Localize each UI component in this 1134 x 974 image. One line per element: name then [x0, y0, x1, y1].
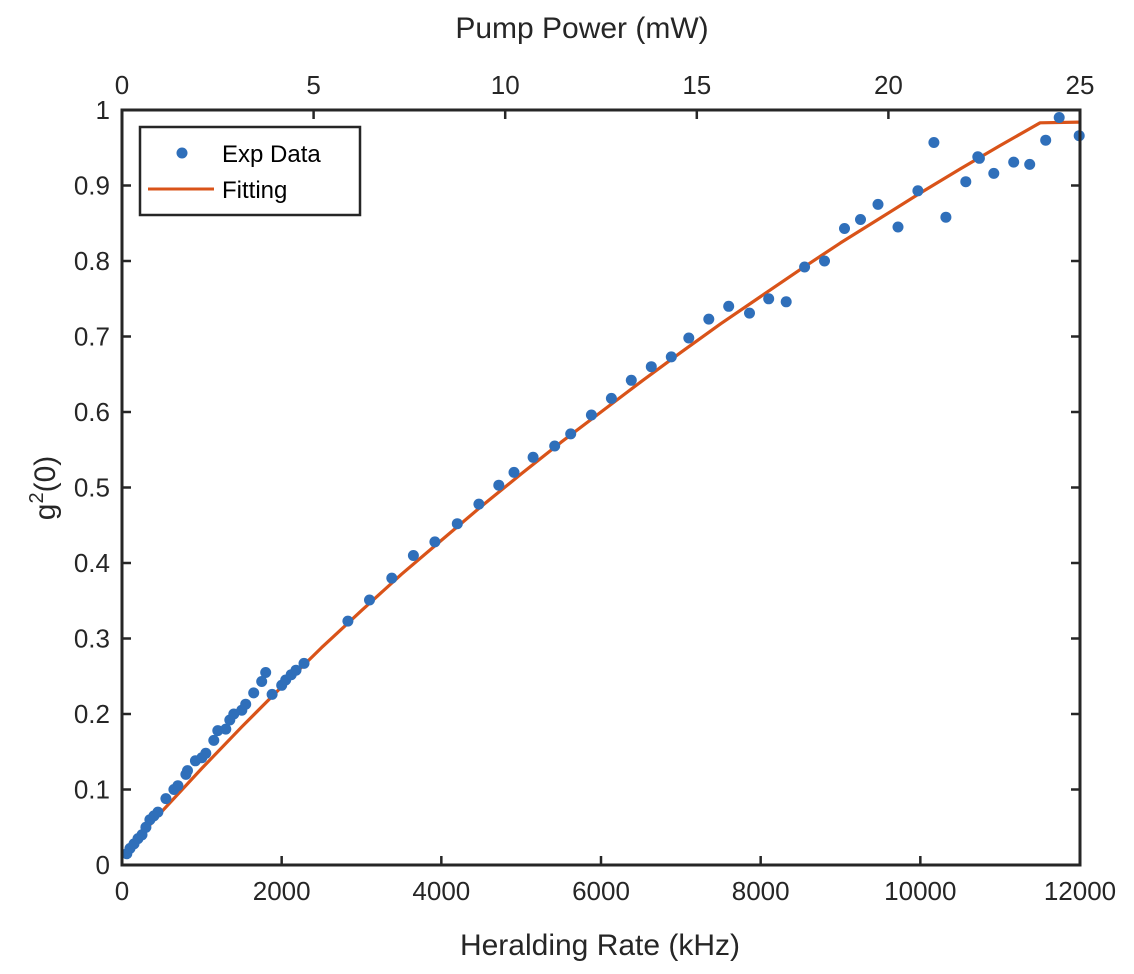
data-point	[819, 255, 830, 267]
y-tick-label: 0.8	[74, 246, 110, 276]
data-point	[780, 296, 792, 308]
legend-marker-exp-data	[176, 147, 188, 159]
data-point	[872, 198, 884, 210]
data-point	[342, 615, 354, 627]
top-tick-label: 0	[115, 70, 129, 100]
data-point	[256, 676, 268, 687]
y-tick-label: 0.2	[74, 699, 110, 729]
data-point	[1040, 134, 1052, 146]
y-tick-label: 0.3	[74, 624, 110, 654]
data-point	[1008, 156, 1020, 168]
x-tick-label: 12000	[1044, 876, 1116, 906]
legend-label-exp-data: Exp Data	[222, 141, 321, 168]
y-tick-label: 0.4	[74, 548, 110, 578]
data-point	[645, 361, 657, 373]
top-axis-title: Pump Power (mW)	[455, 12, 708, 45]
data-point	[364, 594, 375, 606]
data-point	[208, 734, 220, 746]
data-point	[220, 723, 232, 735]
data-point	[892, 221, 904, 233]
top-tick-label: 25	[1066, 70, 1095, 100]
data-point	[152, 806, 164, 818]
data-point	[605, 392, 617, 404]
data-point	[960, 176, 972, 188]
data-point	[527, 451, 539, 463]
top-tick-label: 20	[874, 70, 903, 100]
data-point	[855, 214, 866, 225]
x-tick-label: 0	[115, 876, 129, 906]
data-point	[1053, 112, 1065, 123]
data-point	[912, 185, 924, 197]
data-point	[493, 479, 505, 491]
data-point	[799, 261, 811, 273]
x-tick-label: 8000	[732, 876, 790, 906]
y-tick-label: 0.9	[74, 171, 110, 201]
data-point	[940, 211, 952, 223]
data-point	[585, 409, 597, 421]
data-point	[160, 793, 172, 805]
data-point	[240, 698, 252, 710]
data-point	[290, 664, 302, 676]
data-point	[928, 137, 940, 148]
data-point	[565, 428, 577, 440]
plot-area: 0 2000 4000 6000 8000 10000 12000 0 5 10 15 20 25 0 0.…	[74, 70, 1116, 906]
data-point	[723, 300, 735, 312]
y-tick-label: 0.7	[74, 322, 110, 352]
x-tick-label: 2000	[253, 876, 311, 906]
x-axis-title: Heralding Rate (kHz)	[460, 929, 740, 962]
legend: Exp Data Fitting	[138, 125, 362, 217]
y-tick-label: 0.1	[74, 775, 110, 805]
data-point	[683, 332, 695, 344]
data-point	[182, 765, 193, 777]
data-point	[763, 293, 775, 305]
data-point	[386, 572, 398, 584]
data-point	[508, 466, 520, 478]
data-point	[407, 550, 419, 561]
y-tick-label: 0	[96, 850, 110, 880]
data-point	[200, 747, 212, 759]
data-point	[172, 780, 184, 792]
x-tick-label: 10000	[884, 876, 956, 906]
y-axis-title: g2(0)	[26, 456, 62, 520]
y-axis-title-g: g	[29, 504, 62, 521]
data-point	[248, 687, 260, 699]
data-point	[973, 152, 985, 164]
y-tick-label: 0.6	[74, 397, 110, 427]
data-point	[473, 498, 485, 510]
top-tick-label: 15	[682, 70, 711, 100]
y-axis-title-suffix: (0)	[29, 456, 62, 493]
data-point	[429, 536, 441, 548]
data-point	[298, 657, 310, 669]
data-point	[1024, 158, 1036, 170]
legend-label-fitting: Fitting	[222, 177, 287, 204]
legend-box	[138, 125, 362, 217]
data-point	[744, 307, 755, 319]
top-tick-label: 10	[491, 70, 520, 100]
y-tick-label: 1	[96, 95, 110, 125]
data-point	[839, 223, 850, 234]
top-tick-label: 5	[306, 70, 320, 100]
data-point	[665, 351, 677, 363]
data-point	[266, 688, 278, 700]
y-tick-label: 0.5	[74, 473, 110, 503]
data-point	[625, 374, 637, 386]
y-axis-title-superscript: 2	[26, 492, 48, 503]
data-point	[549, 440, 561, 452]
data-point	[703, 313, 715, 325]
x-tick-label: 6000	[572, 876, 630, 906]
data-point	[260, 667, 272, 678]
data-point	[988, 167, 1000, 179]
data-point	[451, 518, 463, 530]
x-tick-label: 4000	[412, 876, 470, 906]
